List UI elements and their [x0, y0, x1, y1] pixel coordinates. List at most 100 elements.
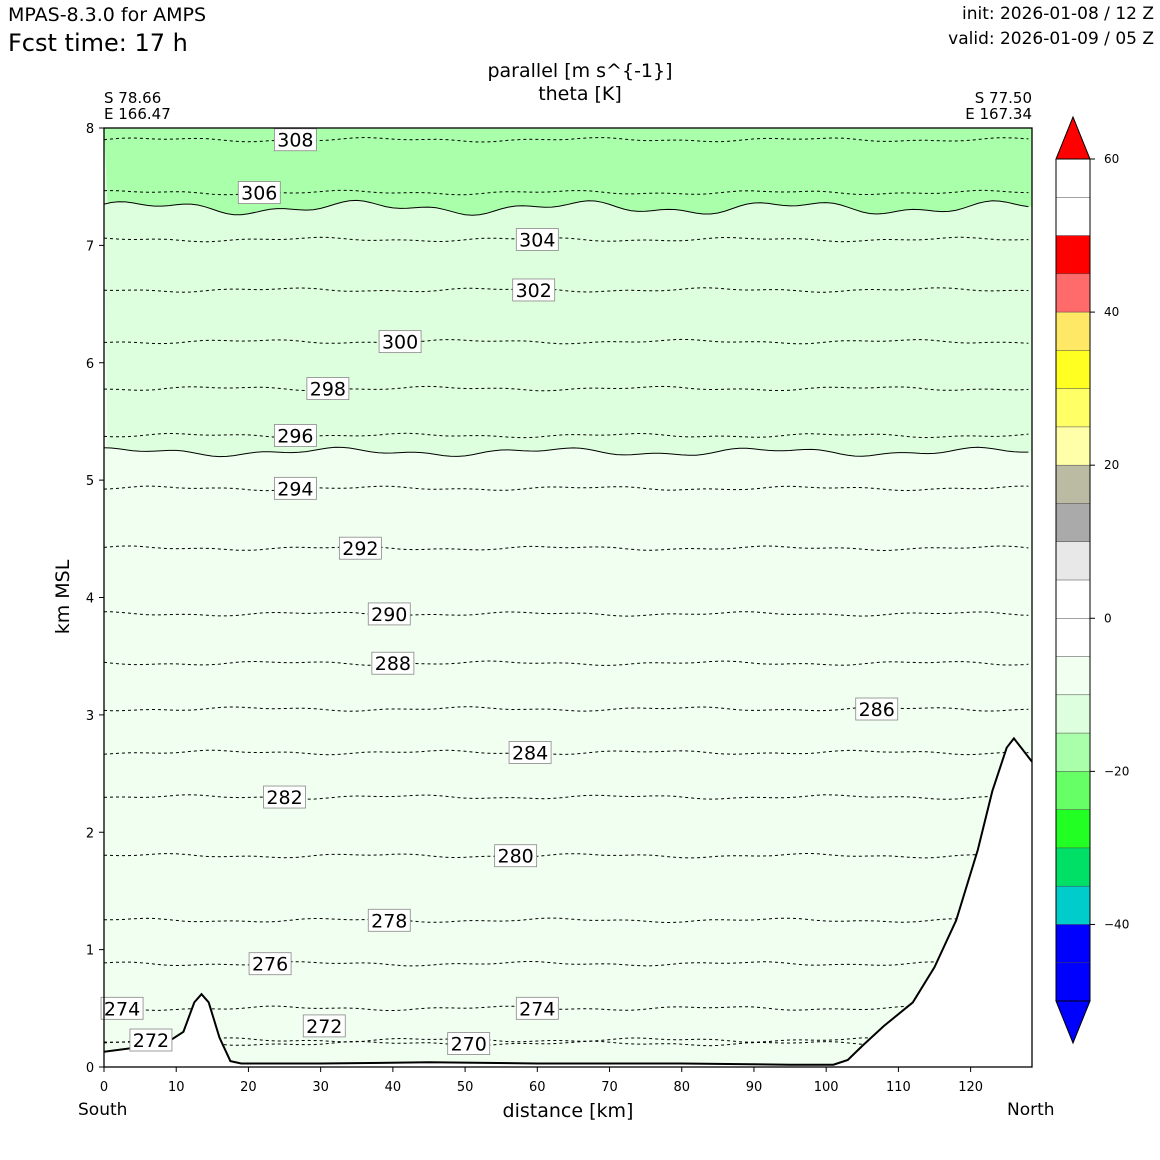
x-tick-label: 0	[100, 1080, 108, 1095]
forecast-time: Fcst time: 17 h	[8, 29, 188, 57]
svg-text:298: 298	[310, 379, 346, 401]
svg-text:306: 306	[241, 183, 277, 205]
colorbar-frame	[1055, 158, 1091, 1002]
theta-contour-286	[104, 706, 1029, 712]
end-lat: S 77.50	[974, 89, 1032, 107]
chart-title: parallel [m s^{-1}]	[487, 60, 673, 82]
svg-text:282: 282	[266, 787, 302, 809]
y-tick-label: 1	[86, 944, 94, 959]
colorbar-segment	[1056, 847, 1090, 887]
theta-contour-282	[104, 794, 1029, 800]
x-tick-label: 70	[601, 1080, 618, 1095]
theta-contour-284	[104, 749, 1029, 756]
start-lon: E 166.47	[104, 105, 171, 123]
colorbar-extend-high	[1055, 115, 1091, 160]
svg-text:304: 304	[519, 230, 555, 252]
svg-text:290: 290	[371, 604, 407, 626]
theta-contour-306	[104, 189, 1029, 196]
svg-text:300: 300	[382, 332, 418, 354]
chart-subtitle: theta [K]	[538, 83, 622, 105]
x-tick-label: 90	[746, 1080, 763, 1095]
contour-label-286: 286	[855, 697, 899, 721]
contour-label-272: 272	[129, 1028, 173, 1052]
x-tick-label: 100	[814, 1080, 839, 1095]
colorbar-segment	[1056, 962, 1090, 1001]
theta-contour-302	[104, 287, 1029, 293]
end-lon: E 167.34	[965, 105, 1032, 123]
colorbar-segment	[1056, 924, 1090, 963]
colorbar-segment	[1056, 541, 1090, 580]
x-tick-label: 10	[168, 1080, 185, 1095]
wind-band-strong	[104, 128, 1032, 216]
colorbar-tick-label: 20	[1104, 458, 1119, 472]
colorbar-tick-label: −40	[1104, 917, 1129, 931]
svg-text:302: 302	[516, 280, 552, 302]
svg-text:274: 274	[519, 998, 555, 1020]
contour-label-270: 270	[447, 1032, 491, 1056]
contour-label-292: 292	[338, 536, 382, 560]
colorbar-segment	[1056, 809, 1090, 848]
theta-contour-278	[104, 917, 1029, 924]
y-tick-label: 2	[86, 826, 94, 841]
colorbar-tick-label: −20	[1104, 764, 1129, 778]
contour-label-306: 306	[237, 181, 281, 205]
colorbar-segment	[1056, 503, 1090, 542]
wind-boundary-upper	[104, 199, 1029, 216]
y-tick-label: 7	[86, 239, 94, 254]
y-tick-label: 4	[86, 592, 94, 607]
y-tick-label: 6	[86, 357, 94, 372]
x-tick-label: 50	[457, 1080, 474, 1095]
valid-time: valid: 2026-01-09 / 05 Z	[948, 29, 1154, 49]
y-tick-label: 3	[86, 709, 94, 724]
contour-label-274: 274	[100, 996, 144, 1020]
colorbar-segment	[1056, 465, 1090, 504]
colorbar-segment	[1056, 350, 1090, 389]
svg-text:286: 286	[859, 699, 895, 721]
contour-label-280: 280	[494, 844, 538, 868]
svg-text:280: 280	[498, 846, 534, 868]
theta-contour-290	[104, 611, 1029, 617]
colorbar-segment	[1056, 771, 1090, 810]
contour-label-288: 288	[371, 651, 415, 675]
y-tick-label: 0	[86, 1061, 94, 1076]
contour-label-304: 304	[515, 228, 559, 252]
svg-text:276: 276	[252, 954, 288, 976]
x-tick-label: 80	[673, 1080, 690, 1095]
x-tick-label: 120	[958, 1080, 983, 1095]
init-time: init: 2026-01-08 / 12 Z	[961, 4, 1154, 24]
theta-contour-308	[104, 136, 1029, 143]
svg-text:294: 294	[277, 478, 313, 500]
x-tick-label: 60	[529, 1080, 546, 1095]
theta-contour-294	[104, 485, 1029, 492]
wind-band-medium	[104, 128, 1032, 457]
colorbar-segment	[1056, 388, 1090, 427]
theta-contour-270	[104, 1040, 1029, 1047]
contour-label-294: 294	[273, 476, 317, 500]
svg-text:270: 270	[451, 1034, 487, 1056]
svg-text:296: 296	[277, 426, 313, 448]
svg-text:272: 272	[133, 1030, 169, 1052]
svg-text:284: 284	[512, 742, 548, 764]
north-label: North	[1007, 1100, 1055, 1120]
colorbar-segment	[1056, 580, 1090, 619]
colorbar-segment	[1056, 618, 1090, 657]
svg-text:288: 288	[375, 653, 411, 675]
theta-contour-298	[104, 385, 1029, 392]
svg-text:278: 278	[371, 910, 407, 932]
contour-label-276: 276	[248, 952, 292, 976]
colorbar-segment	[1056, 273, 1090, 313]
y-axis-label: km MSL	[52, 559, 74, 634]
colorbar-segment	[1056, 656, 1090, 695]
svg-text:292: 292	[342, 538, 378, 560]
x-tick-label: 40	[385, 1080, 402, 1095]
theta-contour-296	[104, 432, 1029, 439]
theta-contour-288	[104, 660, 1029, 666]
model-name: MPAS-8.3.0 for AMPS	[8, 4, 207, 26]
theta-contour-304	[104, 236, 1029, 243]
contour-label-300: 300	[378, 330, 422, 354]
svg-text:274: 274	[104, 998, 140, 1020]
svg-text:308: 308	[277, 130, 313, 152]
wind-boundary-lower	[104, 446, 1029, 458]
colorbar-segment	[1056, 426, 1090, 466]
